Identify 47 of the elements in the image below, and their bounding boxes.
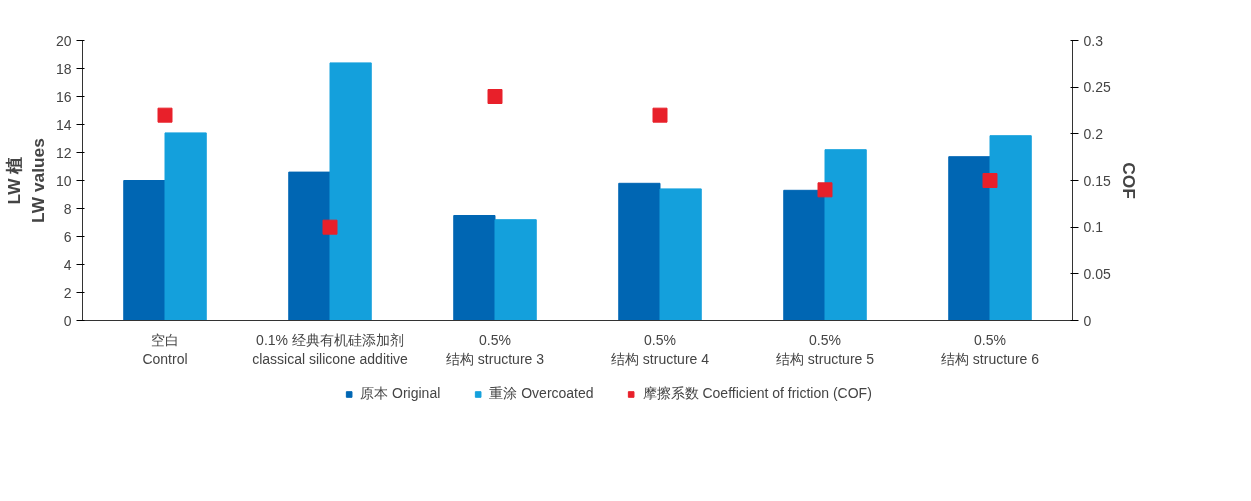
y2-tick-label: 0.25 [1083,79,1111,96]
legend-label: 摩擦系数 Coefficient of friction (COF) [642,385,872,403]
y-axis-title: LW 植 LW values [3,138,48,223]
bar [288,171,331,321]
x-tick-label: 0.5% 结构 structure 5 [775,331,875,367]
y-tick-label: 16 [55,88,72,105]
bar [989,135,1032,321]
y-tick-label: 20 [55,32,72,49]
point [817,182,833,198]
bar [494,219,537,321]
y-tick-label: 10 [55,172,72,189]
point [652,107,668,123]
x-tick-label: 0.5% 结构 structure 3 [445,331,545,367]
y2-tick-label: 0.05 [1083,265,1111,282]
y-tick-label: 0 [63,312,72,329]
bar [824,149,867,321]
y2-tick-label: 0.3 [1083,32,1104,49]
x-tick-label: 空白 Control [142,331,188,367]
y2-axis-title: COF [1118,162,1139,199]
y2-tick-label: 0.1 [1083,219,1104,236]
y-tick-label: 12 [55,144,72,161]
point [157,107,173,123]
y-tick-label: 8 [63,200,72,217]
y2-tick-label: 0 [1083,312,1092,329]
y2-tick-label: 0.15 [1083,172,1111,189]
point [982,173,998,188]
x-tick-label: 0.5% 结构 structure 6 [940,331,1040,367]
y-tick-label: 2 [63,284,72,301]
y-tick-label: 4 [63,256,72,273]
x-tick-label: 0.5% 结构 structure 4 [610,331,710,367]
bar [659,188,702,321]
bar [948,156,991,321]
bar [453,215,496,321]
y-tick-label: 18 [55,60,72,77]
bar [123,180,166,321]
bar [618,182,661,321]
point [322,219,338,235]
legend-label: 重涂 Overcoated [489,385,594,403]
bar [783,189,826,321]
y2-tick-label: 0.2 [1083,125,1104,142]
y-tick-label: 14 [55,116,72,133]
bar [164,132,207,321]
point [487,89,503,104]
bar [329,62,372,321]
legend-label: 原本 Original [360,385,441,403]
x-tick-label: 0.1% 经典有机硅添加剂 classical silicone additive [252,331,409,367]
y-tick-label: 6 [63,228,72,245]
